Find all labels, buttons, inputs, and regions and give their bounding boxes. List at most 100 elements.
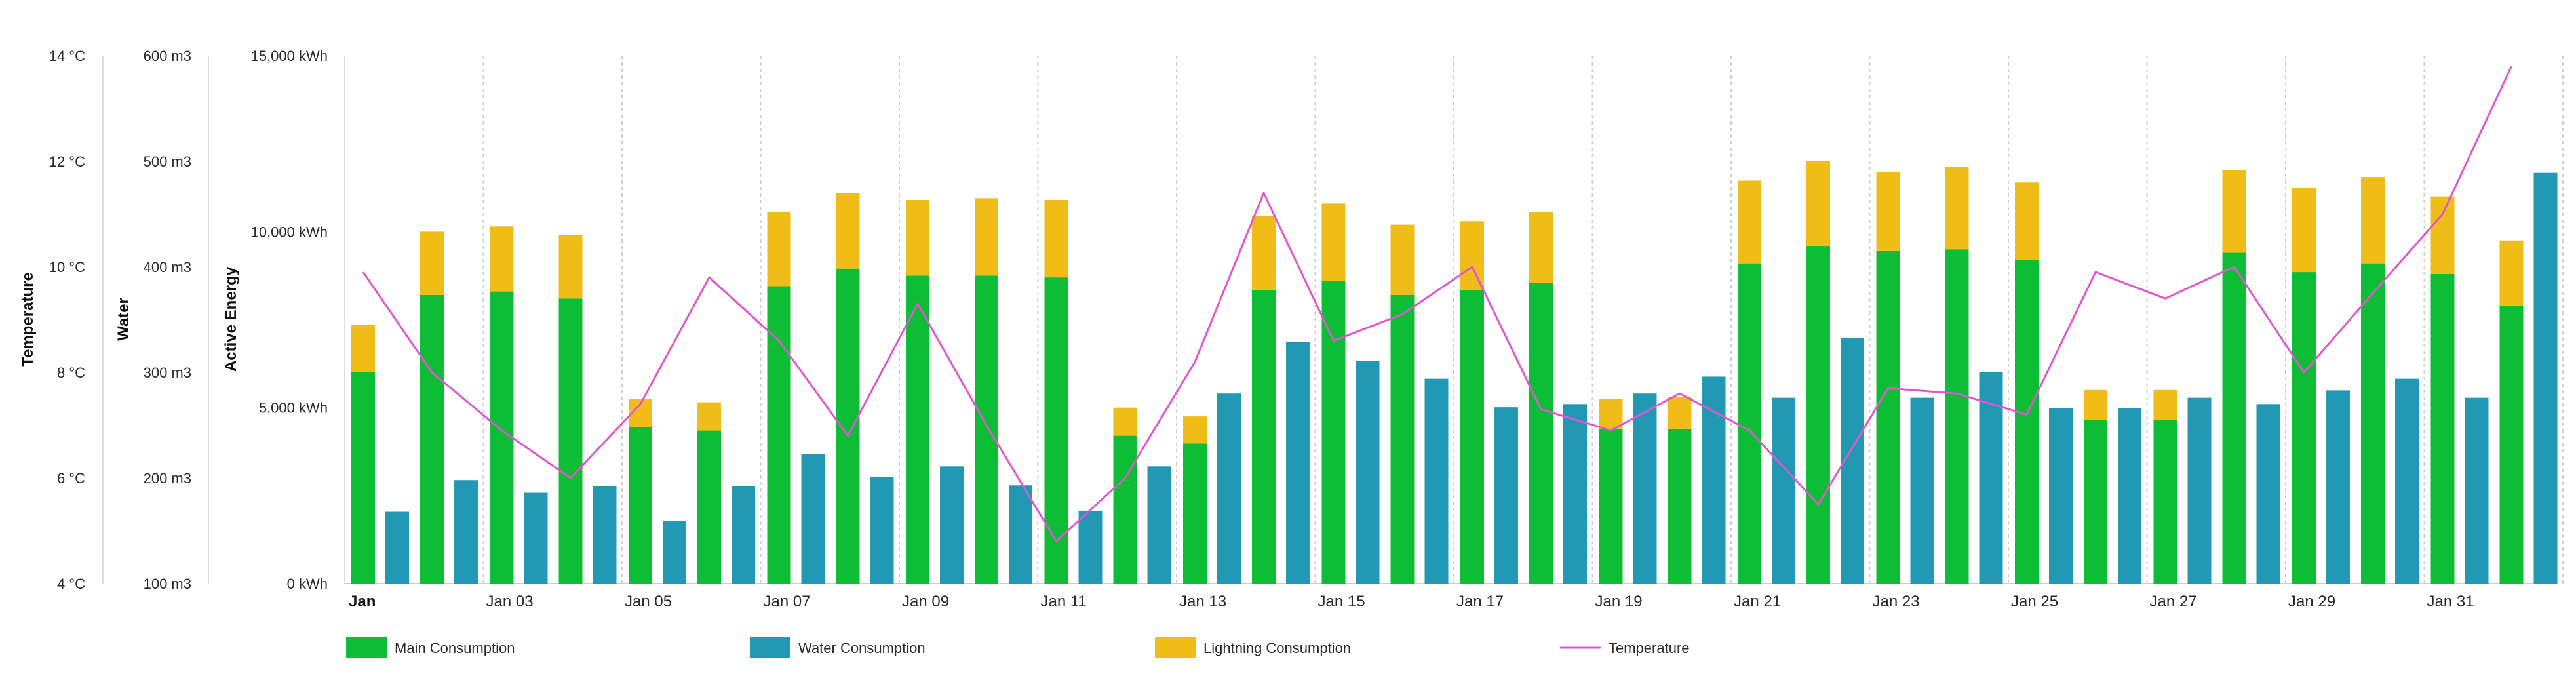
- main-consumption-bar[interactable]: [2153, 420, 2177, 584]
- lightning-consumption-bar[interactable]: [2084, 389, 2107, 420]
- legend-box-swatch[interactable]: [750, 637, 790, 658]
- water-consumption-bar[interactable]: [1424, 378, 1449, 584]
- lightning-consumption-bar[interactable]: [1876, 172, 1900, 251]
- main-consumption-bar[interactable]: [629, 427, 652, 584]
- main-consumption-bar[interactable]: [1460, 289, 1484, 584]
- lightning-consumption-bar[interactable]: [2015, 182, 2039, 260]
- legend-label: Temperature: [1609, 640, 1690, 656]
- lightning-consumption-bar[interactable]: [1668, 397, 1692, 429]
- main-consumption-bar[interactable]: [1876, 250, 1900, 584]
- water-consumption-bar[interactable]: [524, 492, 548, 584]
- lightning-consumption-bar[interactable]: [975, 198, 998, 276]
- main-consumption-bar[interactable]: [2084, 420, 2107, 584]
- main-consumption-bar[interactable]: [906, 275, 929, 584]
- lightning-consumption-bar[interactable]: [1252, 216, 1276, 290]
- legend-box-swatch[interactable]: [346, 637, 387, 658]
- lightning-consumption-bar[interactable]: [1806, 161, 1830, 246]
- lightning-consumption-bar[interactable]: [2153, 389, 2177, 420]
- legend-box-swatch[interactable]: [1155, 637, 1196, 658]
- water-consumption-bar[interactable]: [1217, 393, 1241, 584]
- water-consumption-bar[interactable]: [732, 486, 755, 584]
- main-consumption-bar[interactable]: [1738, 263, 1761, 584]
- water-consumption-bar[interactable]: [801, 453, 825, 584]
- water-consumption-bar[interactable]: [2465, 397, 2489, 584]
- main-consumption-bar[interactable]: [1390, 294, 1415, 584]
- lightning-consumption-bar[interactable]: [1599, 399, 1623, 429]
- lightning-consumption-bar[interactable]: [420, 231, 444, 295]
- water-consumption-bar[interactable]: [2256, 404, 2280, 584]
- water-consumption-bar[interactable]: [1286, 342, 1310, 584]
- main-consumption-bar[interactable]: [351, 372, 375, 584]
- water-consumption-bar[interactable]: [940, 466, 964, 584]
- main-consumption-bar[interactable]: [1183, 443, 1207, 584]
- water-consumption-bar[interactable]: [1910, 397, 1934, 584]
- lightning-consumption-bar[interactable]: [2430, 196, 2455, 274]
- main-consumption-bar[interactable]: [975, 275, 998, 584]
- water-consumption-bar[interactable]: [1078, 510, 1103, 584]
- lightning-consumption-bar[interactable]: [1945, 167, 1969, 250]
- lightning-consumption-bar[interactable]: [2292, 188, 2316, 273]
- lightning-consumption-bar[interactable]: [1113, 407, 1137, 436]
- main-consumption-bar[interactable]: [2361, 263, 2385, 584]
- lightning-consumption-bar[interactable]: [836, 193, 860, 269]
- main-consumption-bar[interactable]: [1529, 283, 1553, 584]
- main-consumption-bar[interactable]: [836, 268, 860, 584]
- water-consumption-bar[interactable]: [454, 480, 478, 584]
- water-consumption-bar[interactable]: [1147, 466, 1171, 584]
- main-consumption-bar[interactable]: [2222, 252, 2246, 584]
- water-consumption-bar[interactable]: [2395, 378, 2419, 584]
- main-consumption-bar[interactable]: [490, 291, 514, 584]
- main-consumption-bar[interactable]: [420, 294, 444, 584]
- x-tick-label: Jan 31: [2427, 593, 2474, 610]
- lightning-consumption-bar[interactable]: [1044, 200, 1068, 278]
- main-consumption-bar[interactable]: [1599, 428, 1623, 584]
- lightning-consumption-bar[interactable]: [2222, 170, 2246, 253]
- lightning-consumption-bar[interactable]: [1460, 221, 1484, 290]
- lightning-consumption-bar[interactable]: [1321, 203, 1346, 281]
- lightning-consumption-bar[interactable]: [490, 226, 514, 292]
- water-consumption-bar[interactable]: [593, 486, 617, 584]
- lightning-consumption-bar[interactable]: [1390, 224, 1415, 295]
- water-consumption-bar[interactable]: [385, 511, 409, 584]
- main-consumption-bar[interactable]: [1113, 435, 1137, 584]
- water-consumption-bar[interactable]: [870, 477, 894, 584]
- main-consumption-bar[interactable]: [2499, 306, 2524, 584]
- main-consumption-bar[interactable]: [1252, 289, 1276, 584]
- water-consumption-bar[interactable]: [1563, 404, 1587, 584]
- main-consumption-bar[interactable]: [1945, 249, 1969, 584]
- main-consumption-bar[interactable]: [697, 430, 721, 584]
- main-consumption-bar[interactable]: [1044, 277, 1068, 584]
- lightning-consumption-bar[interactable]: [906, 200, 929, 276]
- lightning-consumption-bar[interactable]: [351, 325, 375, 372]
- lightning-consumption-bar[interactable]: [767, 212, 791, 287]
- main-consumption-bar[interactable]: [558, 298, 583, 584]
- main-consumption-bar[interactable]: [767, 286, 791, 584]
- lightning-consumption-bar[interactable]: [2499, 240, 2524, 306]
- main-consumption-bar[interactable]: [2430, 273, 2455, 584]
- lightning-consumption-bar[interactable]: [2361, 177, 2385, 264]
- lightning-consumption-bar[interactable]: [558, 235, 583, 299]
- water-consumption-bar[interactable]: [1356, 361, 1380, 584]
- water-consumption-bar[interactable]: [1979, 372, 2003, 584]
- water-consumption-bar[interactable]: [2118, 408, 2141, 584]
- water-consumption-bar[interactable]: [2326, 390, 2350, 584]
- lightning-consumption-bar[interactable]: [1738, 180, 1761, 264]
- temperature-line[interactable]: [362, 66, 2512, 543]
- water-consumption-bar[interactable]: [1633, 393, 1657, 584]
- main-consumption-bar[interactable]: [2015, 260, 2039, 584]
- water-consumption-bar[interactable]: [1494, 407, 1518, 584]
- main-consumption-bar[interactable]: [2292, 272, 2316, 584]
- main-consumption-bar[interactable]: [1321, 281, 1346, 584]
- lightning-consumption-bar[interactable]: [697, 402, 721, 431]
- main-consumption-bar[interactable]: [1668, 428, 1692, 584]
- lightning-consumption-bar[interactable]: [1183, 416, 1207, 444]
- water-consumption-bar[interactable]: [2187, 397, 2212, 584]
- energy-axis-title: Active Energy: [222, 266, 240, 372]
- water-consumption-bar[interactable]: [1009, 485, 1032, 584]
- lightning-consumption-bar[interactable]: [1529, 212, 1553, 283]
- water-consumption-bar[interactable]: [1772, 397, 1795, 584]
- water-consumption-bar[interactable]: [2049, 408, 2073, 584]
- water-consumption-bar[interactable]: [663, 521, 686, 584]
- main-consumption-bar[interactable]: [1806, 245, 1830, 584]
- water-consumption-bar[interactable]: [2533, 172, 2558, 584]
